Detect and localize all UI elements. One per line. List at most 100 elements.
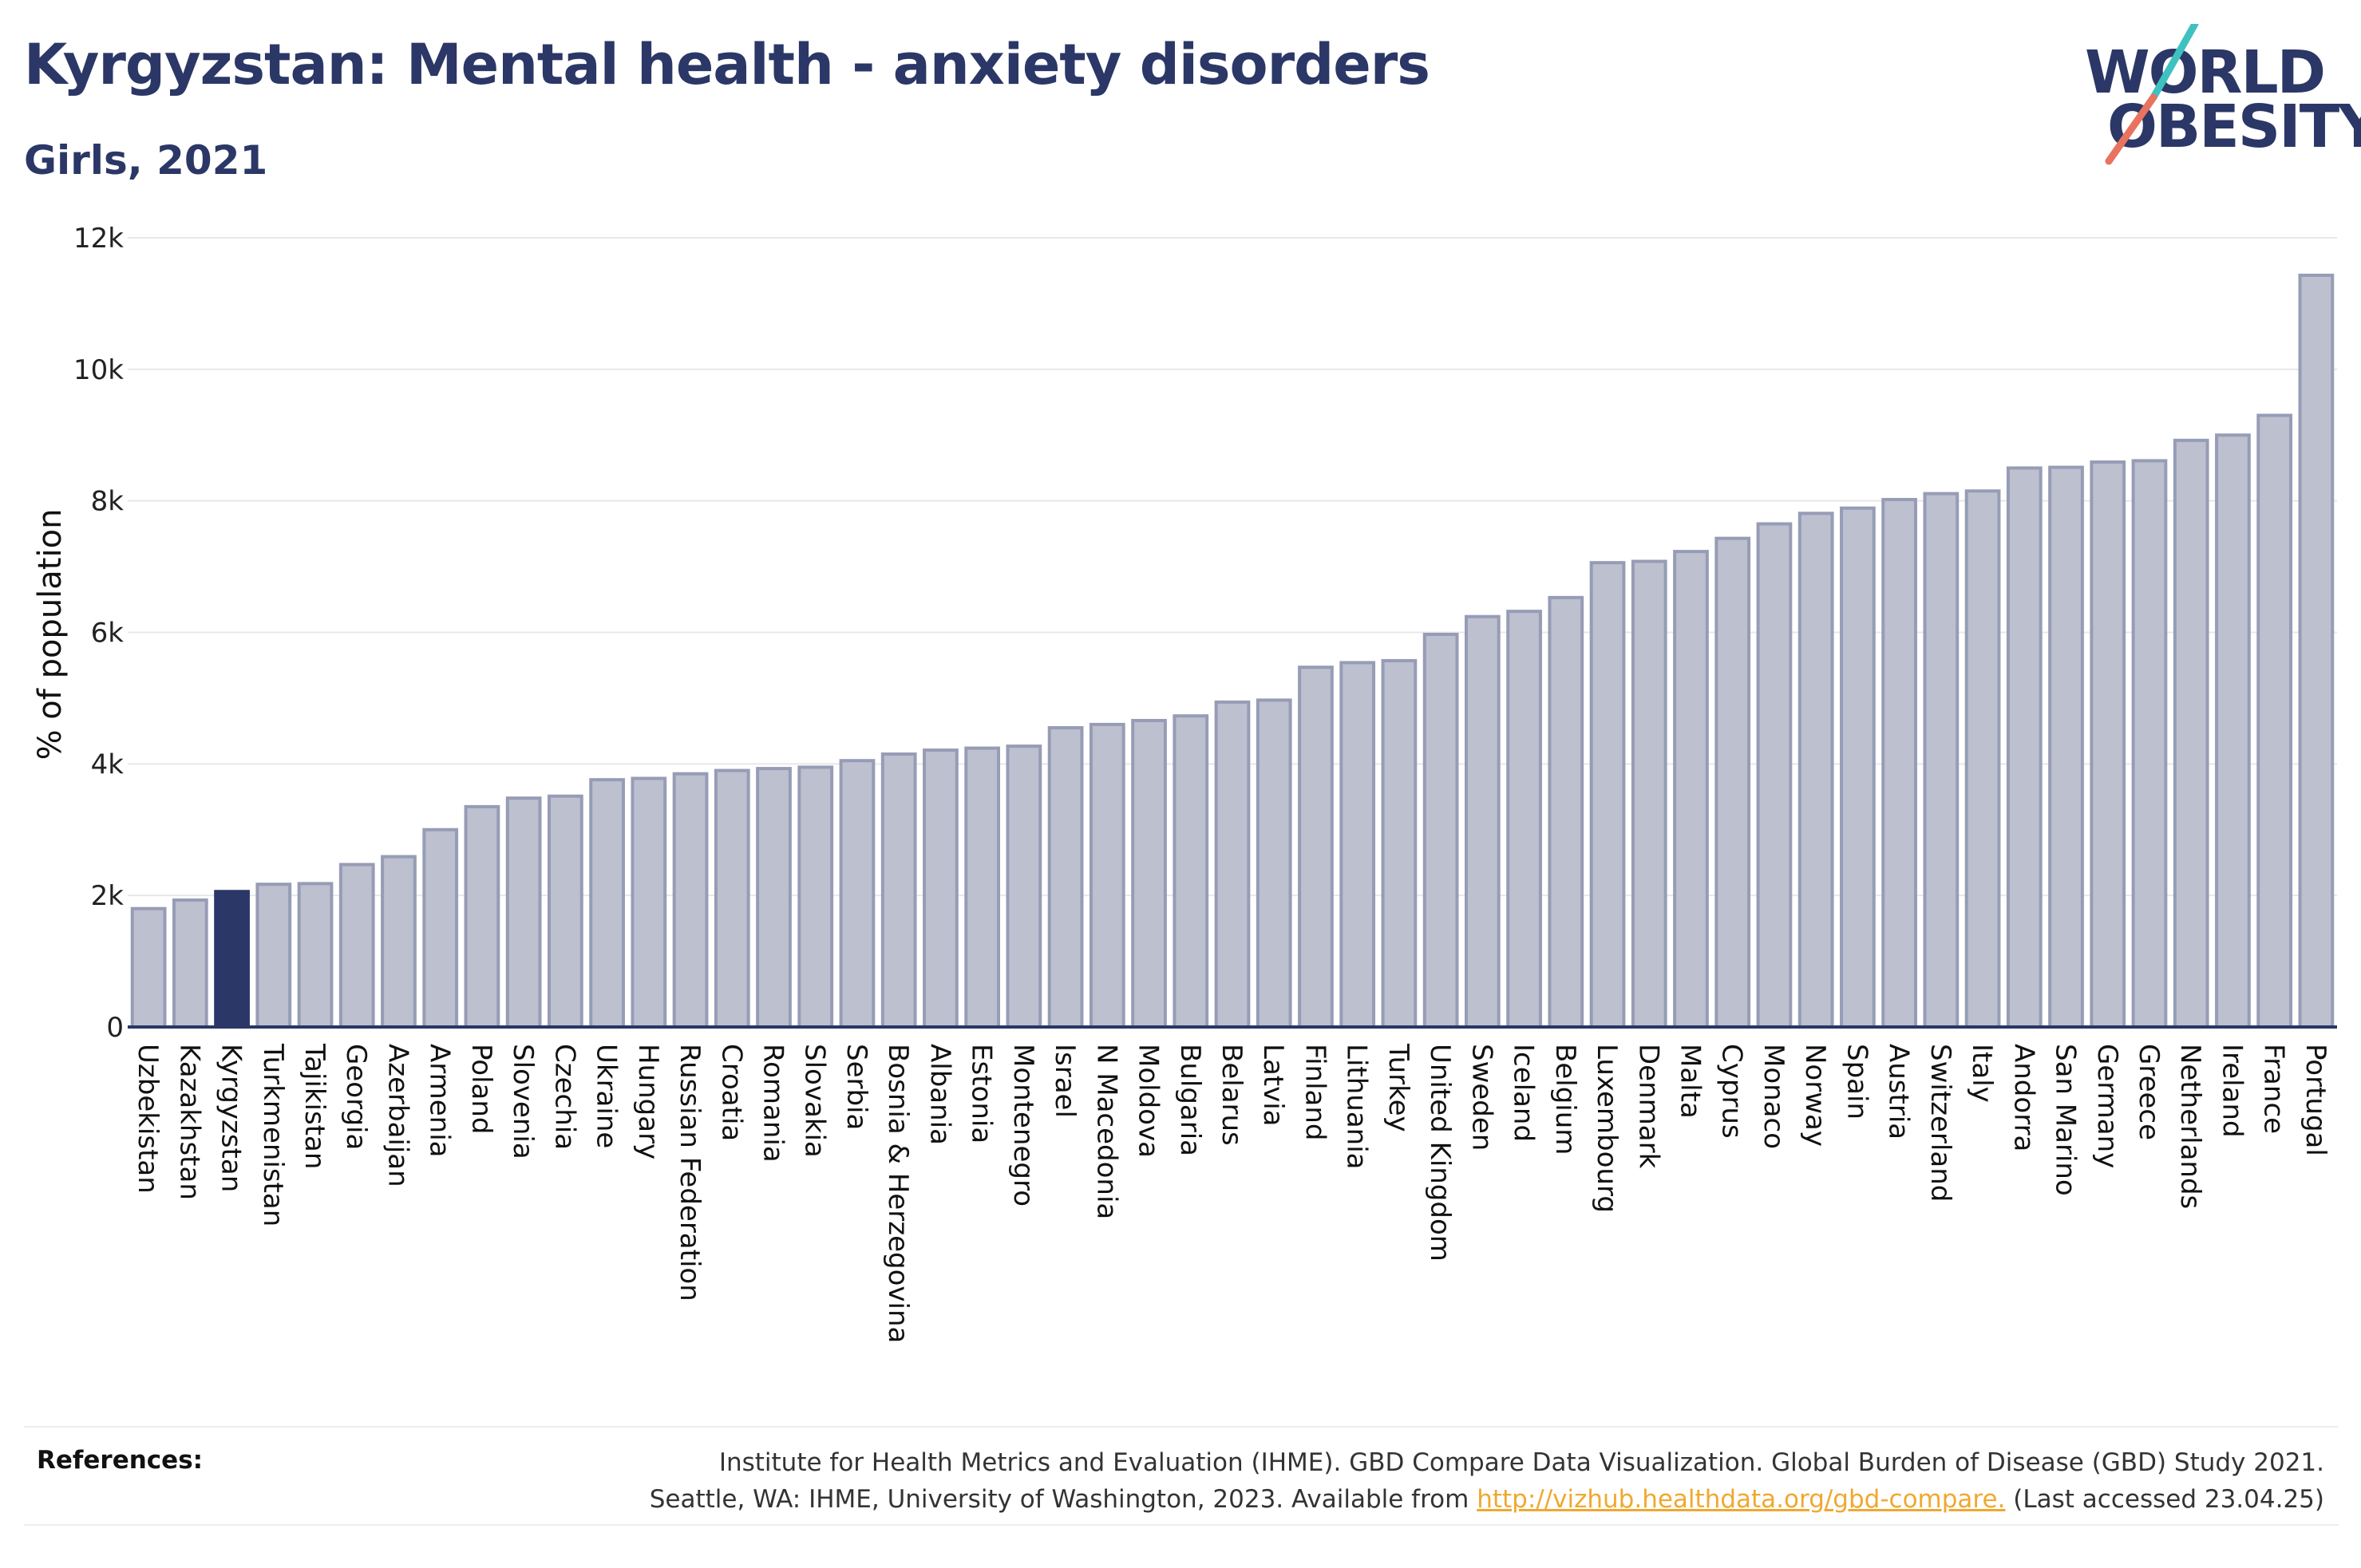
x-tick-label: Ireland [2216, 1044, 2248, 1138]
bar-italy [1964, 489, 2001, 1029]
x-tick-label: Kazakhstan [173, 1044, 205, 1200]
x-tick-label: N Macedonia [1090, 1044, 1122, 1219]
bar-malta [1673, 550, 1709, 1029]
bar-portugal [2298, 273, 2335, 1029]
x-tick-label: Montenegro [1007, 1044, 1039, 1207]
bar-greece [2131, 459, 2168, 1029]
y-tick-label: 10k [73, 354, 124, 386]
y-axis-ticks: 0 2k 4k 6k 8k 10k 12k [73, 223, 124, 1044]
x-axis-ticks: Uzbekistan Kazakhstan Kyrgyzstan Turkmenist… [132, 1043, 2331, 1343]
references-top-divider [24, 1426, 2339, 1428]
x-tick-label: Albania [923, 1044, 955, 1145]
bar-romania [756, 767, 792, 1029]
world-obesity-logo: WORLD OBESITY [2075, 24, 2361, 176]
bar-united-kingdom [1422, 632, 1459, 1029]
x-tick-label: Israel [1049, 1044, 1081, 1118]
bar-turkmenistan [255, 883, 292, 1029]
bar-albania [923, 748, 959, 1029]
x-tick-label: Switzerland [1924, 1044, 1956, 1202]
bar-iceland [1506, 610, 1542, 1029]
x-tick-label: Romania [757, 1044, 789, 1163]
bar-andorra [2006, 466, 2043, 1029]
bar-israel [1047, 726, 1084, 1029]
y-tick-label: 6k [91, 618, 125, 650]
x-tick-label: Italy [1966, 1044, 1998, 1103]
bar-belgium [1548, 595, 1584, 1029]
x-tick-label: Croatia [715, 1044, 747, 1141]
x-tick-label: Serbia [840, 1044, 872, 1130]
bar-kyrgyzstan [214, 890, 250, 1029]
references-text: Institute for Health Metrics and Evaluat… [488, 1444, 2324, 1518]
bar-croatia [714, 768, 750, 1029]
references-line-2-prefix: Seattle, WA: IHME, University of Washing… [649, 1485, 1477, 1514]
x-tick-label: Portugal [2300, 1044, 2331, 1156]
x-tick-label: Belarus [1216, 1044, 1248, 1146]
x-tick-label: Russian Federation [674, 1044, 706, 1301]
bar-sweden [1464, 614, 1501, 1029]
x-tick-label: Poland [465, 1044, 497, 1135]
bar-kazakhstan [172, 898, 208, 1029]
bar-bulgaria [1173, 714, 1209, 1029]
bar-ireland [2215, 433, 2251, 1029]
bar-serbia [839, 759, 876, 1029]
x-tick-label: Bosnia & Herzegovina [882, 1044, 914, 1343]
y-tick-label: 8k [91, 486, 125, 518]
x-tick-label: Armenia [424, 1044, 456, 1158]
x-tick-label: Georgia [340, 1044, 372, 1150]
x-tick-label: Moldova [1133, 1044, 1165, 1158]
x-tick-label: Ukraine [591, 1044, 623, 1148]
bar-latvia [1256, 698, 1292, 1029]
x-tick-label: Kyrgyzstan [216, 1044, 247, 1192]
bar-belarus [1214, 700, 1251, 1029]
y-tick-label: 4k [91, 748, 125, 780]
x-tick-label: Slovakia [799, 1044, 831, 1158]
y-tick-label: 0 [106, 1012, 124, 1044]
references-line-2-suffix: (Last accessed 23.04.25) [2005, 1485, 2324, 1514]
x-tick-label: Netherlands [2174, 1044, 2206, 1209]
bar-finland [1298, 666, 1334, 1029]
x-tick-label: Monaco [1758, 1044, 1790, 1149]
x-tick-label: France [2258, 1044, 2290, 1134]
x-tick-label: Finland [1299, 1044, 1331, 1141]
x-tick-label: Belgium [1549, 1044, 1581, 1155]
bar-ukraine [589, 778, 625, 1029]
references-line-2: Seattle, WA: IHME, University of Washing… [488, 1481, 2324, 1518]
bar-luxembourg [1589, 561, 1626, 1029]
logo-slash-icon [2105, 24, 2199, 165]
x-tick-label: Germany [2091, 1044, 2123, 1168]
references-link[interactable]: http://vizhub.healthdata.org/gbd-compare… [1477, 1485, 2006, 1514]
x-tick-label: Sweden [1465, 1044, 1497, 1151]
bar-bosnia-herzegovina [880, 752, 917, 1029]
x-tick-label: Azerbaijan [382, 1044, 413, 1187]
x-tick-label: Turkey [1382, 1043, 1414, 1132]
x-tick-label: Latvia [1257, 1044, 1289, 1127]
x-tick-label: Spain [1841, 1044, 1873, 1120]
bar-germany [2090, 460, 2126, 1029]
x-tick-label: Cyprus [1716, 1044, 1748, 1139]
bar-moldova [1131, 718, 1167, 1029]
bar-tajikistan [297, 882, 334, 1029]
bar-czechia [548, 794, 583, 1029]
bar-lithuania [1339, 661, 1376, 1029]
bar-denmark [1631, 559, 1667, 1029]
x-tick-label: Slovenia [507, 1044, 539, 1159]
x-tick-label: San Marino [2050, 1044, 2082, 1196]
x-tick-label: Iceland [1508, 1044, 1540, 1142]
y-axis-label: % of population [32, 509, 69, 760]
bar-montenegro [1006, 745, 1042, 1029]
bar-hungary [631, 776, 667, 1029]
bar-armenia [422, 827, 459, 1029]
x-tick-label: Andorra [2007, 1044, 2039, 1151]
bar-france [2256, 413, 2293, 1029]
x-tick-label: Turkmenistan [257, 1043, 289, 1226]
bar-poland [464, 804, 500, 1029]
references-bottom-divider [24, 1524, 2339, 1526]
x-tick-label: Estonia [966, 1044, 998, 1143]
x-tick-label: Tajikistan [299, 1043, 330, 1169]
page-title: Kyrgyzstan: Mental health - anxiety diso… [24, 32, 1430, 97]
bar-uzbekistan [130, 906, 167, 1029]
x-tick-label: Denmark [1632, 1044, 1664, 1169]
bar-turkey [1381, 658, 1418, 1029]
bar-russian-federation [672, 772, 709, 1029]
x-tick-label: United Kingdom [1424, 1044, 1456, 1262]
